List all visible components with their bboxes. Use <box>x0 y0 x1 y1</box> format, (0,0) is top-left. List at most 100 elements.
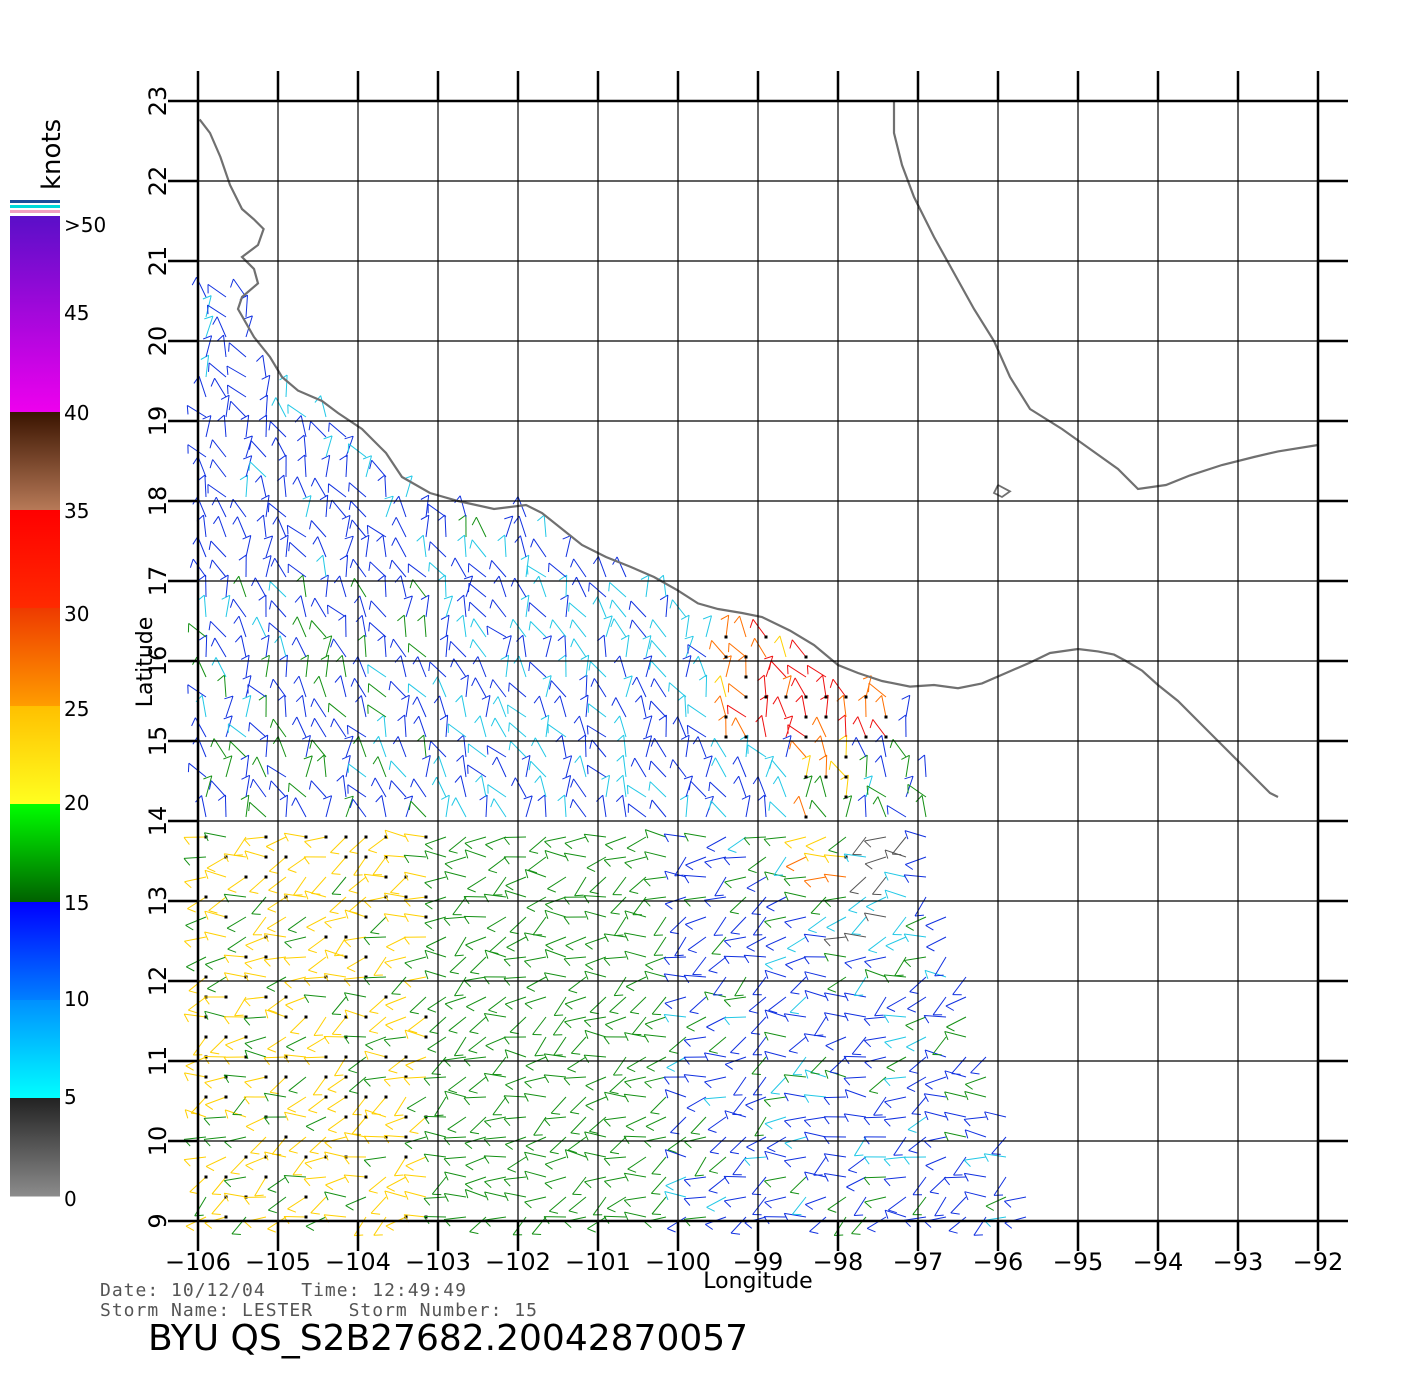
wind-barb <box>610 896 627 915</box>
wind-barb <box>964 1129 987 1139</box>
wind-barb <box>485 836 507 851</box>
wind-barb <box>183 835 208 845</box>
wind-barb <box>385 1016 407 1031</box>
longitude-tick-label: −98 <box>813 1248 864 1276</box>
wind-barb <box>745 1096 767 1111</box>
wind-barb <box>198 634 208 658</box>
wind-barb <box>483 1072 507 1082</box>
wind-barb <box>523 932 547 942</box>
wind-barb <box>272 736 287 758</box>
wind-barb <box>334 675 347 698</box>
wind-barb <box>903 1156 927 1165</box>
wind-barb <box>339 554 349 578</box>
wind-barb <box>823 1116 847 1125</box>
wind-barb <box>347 443 367 458</box>
wind-barb <box>923 1015 947 1024</box>
wind-barb <box>390 875 408 895</box>
wind-barb <box>644 1016 667 1030</box>
wind-barb <box>211 657 227 678</box>
wind-barb <box>686 724 707 738</box>
wind-barb <box>224 695 234 718</box>
wind-barb <box>452 896 467 916</box>
wind-barb <box>603 1156 627 1166</box>
wind-barb <box>923 1093 947 1103</box>
wind-barb <box>456 594 467 618</box>
wind-barb <box>283 1215 308 1225</box>
wind-barb <box>444 996 467 1010</box>
wind-barb <box>764 871 787 881</box>
wind-barb <box>843 1076 867 1086</box>
wind-barb <box>433 755 447 778</box>
wind-barb <box>486 625 507 638</box>
wind-barb <box>448 1076 467 1094</box>
wind-barb <box>620 634 630 658</box>
latitude-tick-label: 20 <box>144 326 172 357</box>
wind-barb <box>391 517 407 538</box>
wind-barb <box>631 1016 647 1036</box>
wind-barb <box>604 1176 627 1188</box>
wind-barb <box>684 635 694 658</box>
wind-barb <box>805 1196 827 1210</box>
wind-barb <box>243 835 268 847</box>
wind-barb <box>469 539 487 558</box>
wind-barb <box>703 1052 727 1062</box>
wind-barb <box>708 800 727 818</box>
wind-barb <box>746 936 767 952</box>
wind-barb <box>623 1135 647 1145</box>
wind-barb <box>323 1035 348 1045</box>
wind-barb <box>226 365 247 378</box>
wind-barb <box>651 1196 667 1215</box>
wind-barb <box>447 723 467 738</box>
wind-barb <box>453 1036 467 1057</box>
wind-barb <box>585 956 607 971</box>
wind-barb <box>616 734 627 758</box>
wind-barb <box>211 496 227 518</box>
wind-barb <box>512 496 527 518</box>
wind-barb <box>444 856 467 870</box>
wind-barb <box>893 1136 907 1156</box>
wind-barb <box>348 482 367 498</box>
wind-barb <box>383 1135 408 1144</box>
wind-barb <box>423 1076 447 1086</box>
wind-barb <box>310 597 327 618</box>
wind-barb <box>204 1010 227 1020</box>
wind-barb <box>848 1156 867 1174</box>
legend-band <box>10 706 60 805</box>
wind-barb <box>485 1036 507 1051</box>
wind-barb <box>460 674 469 698</box>
wind-barb <box>355 695 367 718</box>
wind-barb <box>565 936 587 951</box>
wind-barb <box>628 600 647 618</box>
wind-barb <box>611 697 627 718</box>
wind-barb <box>883 1076 907 1087</box>
wind-barb <box>377 474 387 498</box>
wind-barb <box>528 661 547 678</box>
wind-barb <box>724 876 747 889</box>
wind-barb <box>552 1016 567 1036</box>
wind-barb <box>724 1056 747 1070</box>
wind-barb <box>563 852 587 862</box>
wind-barb <box>243 1096 267 1105</box>
wind-barb <box>363 1135 388 1144</box>
wind-barb <box>686 1096 707 1113</box>
wind-barb <box>212 316 227 338</box>
wind-barb <box>259 734 269 758</box>
wind-barb <box>370 916 387 935</box>
wind-barb <box>292 476 307 498</box>
wind-barb <box>251 616 267 638</box>
wind-barb <box>741 794 751 818</box>
wind-barb <box>929 1176 947 1195</box>
wind-barb <box>407 563 427 578</box>
wind-barb <box>389 638 407 658</box>
island-outline <box>992 484 1012 499</box>
wind-barb <box>663 833 687 843</box>
latitude-tick-label: 19 <box>144 406 172 437</box>
wind-barb <box>653 936 667 956</box>
wind-barb <box>755 715 767 738</box>
wind-barb <box>616 774 627 798</box>
wind-barb <box>569 799 587 818</box>
wind-barb <box>454 936 467 957</box>
wind-barb <box>424 850 447 860</box>
wind-barb <box>823 1096 847 1106</box>
wind-barb <box>770 1076 787 1095</box>
